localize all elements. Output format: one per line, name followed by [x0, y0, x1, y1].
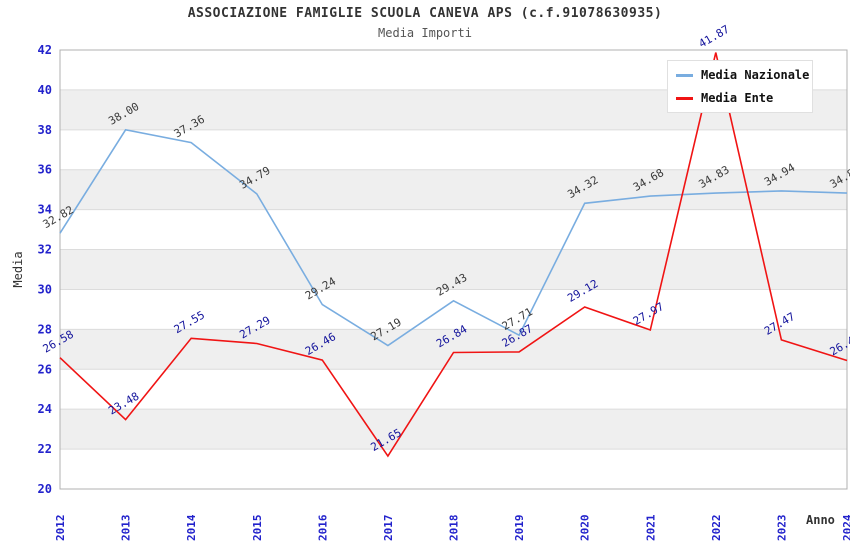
y-tick-label: 20: [38, 482, 52, 496]
x-tick-label: 2022: [710, 515, 723, 542]
y-tick-label: 38: [38, 123, 52, 137]
media-ente-line-swatch: [676, 96, 693, 100]
y-tick-label: 40: [38, 83, 52, 97]
y-tick-label: 32: [38, 243, 52, 257]
y-tick-label: 24: [38, 402, 52, 416]
x-tick-label: 2012: [54, 515, 67, 542]
x-tick-label: 2024: [841, 514, 850, 541]
x-tick-label: 2013: [120, 515, 133, 542]
y-tick-label: 34: [38, 203, 52, 217]
x-tick-label: 2019: [513, 515, 526, 542]
x-tick-label: 2014: [185, 514, 198, 541]
y-tick-label: 26: [38, 362, 52, 376]
y-tick-label: 42: [38, 43, 52, 57]
legend-label-media-nazionale: Media Nazionale: [701, 68, 810, 82]
y-tick-label: 30: [38, 282, 52, 296]
x-tick-label: 2016: [316, 514, 329, 541]
x-tick-label: 2015: [251, 515, 264, 542]
point-label: 41.87: [696, 23, 731, 51]
plot-band: [60, 409, 847, 450]
x-tick-label: 2018: [448, 515, 461, 542]
y-axis-title: Media: [11, 251, 25, 287]
x-tick-label: 2017: [382, 515, 395, 542]
chart-title: ASSOCIAZIONE FAMIGLIE SCUOLA CANEVA APS …: [187, 6, 663, 21]
y-tick-label: 22: [38, 442, 52, 456]
y-tick-label: 36: [38, 163, 52, 177]
plot-band: [60, 169, 847, 210]
media-nazionale-line-swatch: [676, 73, 693, 77]
x-tick-label: 2021: [644, 514, 657, 541]
legend-label-media-ente: Media Ente: [701, 91, 774, 105]
x-tick-label: 2020: [579, 515, 592, 542]
legend: Media Nazionale Media Ente: [667, 60, 813, 113]
plot-band: [60, 249, 847, 290]
series-line-media-nazionale: [59, 128, 848, 347]
x-axis-title: Anno: [806, 513, 835, 527]
y-tick-label: 28: [38, 322, 52, 336]
legend-item-media-ente: Media Ente: [676, 91, 804, 105]
series-line-media-ente: [59, 52, 848, 458]
chart-subtitle: Media Importi: [378, 26, 472, 40]
x-tick-label: 2023: [775, 515, 788, 542]
legend-item-media-nazionale: Media Nazionale: [676, 68, 809, 82]
plot-band: [60, 329, 847, 370]
plot-border: [59, 49, 848, 490]
point-label: 27.97: [631, 300, 666, 328]
